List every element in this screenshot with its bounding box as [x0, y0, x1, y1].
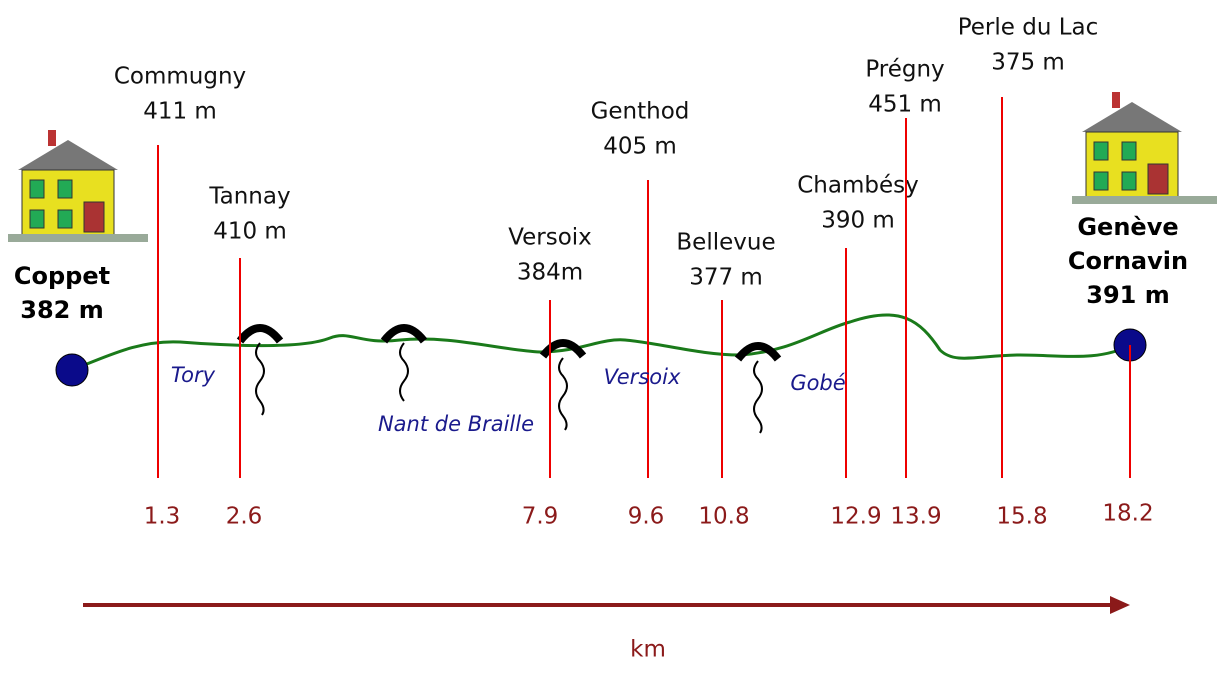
end-name: Genève [1077, 213, 1178, 241]
station-altitude: 411 m [143, 99, 217, 125]
km-label: 13.9 [890, 504, 941, 530]
station-name: Chambésy [797, 173, 918, 199]
station-altitude: 390 m [821, 208, 895, 234]
km-label: 12.9 [830, 504, 881, 530]
end-altitude: 391 m [1086, 281, 1169, 309]
stream-name: Gobé [790, 371, 845, 395]
km-label: 18.2 [1102, 501, 1153, 527]
km-label: 9.6 [628, 504, 665, 530]
station-name: Genthod [591, 99, 690, 125]
km-label: 2.6 [226, 504, 263, 530]
stream-name: Nant de Braille [378, 412, 534, 436]
station-name: Tannay [208, 184, 290, 210]
station-altitude: 375 m [991, 50, 1065, 76]
house-icon [1072, 92, 1217, 204]
bridge-icon [236, 324, 782, 434]
km-label: 1.3 [144, 504, 181, 530]
km-label: 10.8 [698, 504, 749, 530]
start-altitude: 382 m [20, 296, 103, 324]
station-altitude: 451 m [868, 92, 942, 118]
stream-name: Tory [171, 363, 216, 387]
km-label: 15.8 [996, 504, 1047, 530]
route-line [71, 313, 1131, 372]
station-name: Prégny [865, 57, 944, 83]
station-name: Versoix [508, 225, 592, 251]
house-icon [8, 130, 148, 242]
station-altitude: 377 m [689, 265, 763, 291]
stream-name: Versoix [604, 365, 681, 389]
station-altitude: 405 m [603, 134, 677, 160]
station-altitude: 384m [517, 260, 583, 286]
station-name: Commugny [114, 64, 246, 90]
station-altitude: 410 m [213, 219, 287, 245]
axis-label: km [630, 637, 666, 663]
station-name: Bellevue [676, 230, 775, 256]
start-station-dot [55, 353, 89, 387]
start-name: Coppet [14, 262, 110, 290]
km-label: 7.9 [522, 504, 559, 530]
end-name: Cornavin [1068, 247, 1188, 275]
station-name: Perle du Lac [958, 15, 1099, 41]
arrow-head [1110, 596, 1130, 614]
